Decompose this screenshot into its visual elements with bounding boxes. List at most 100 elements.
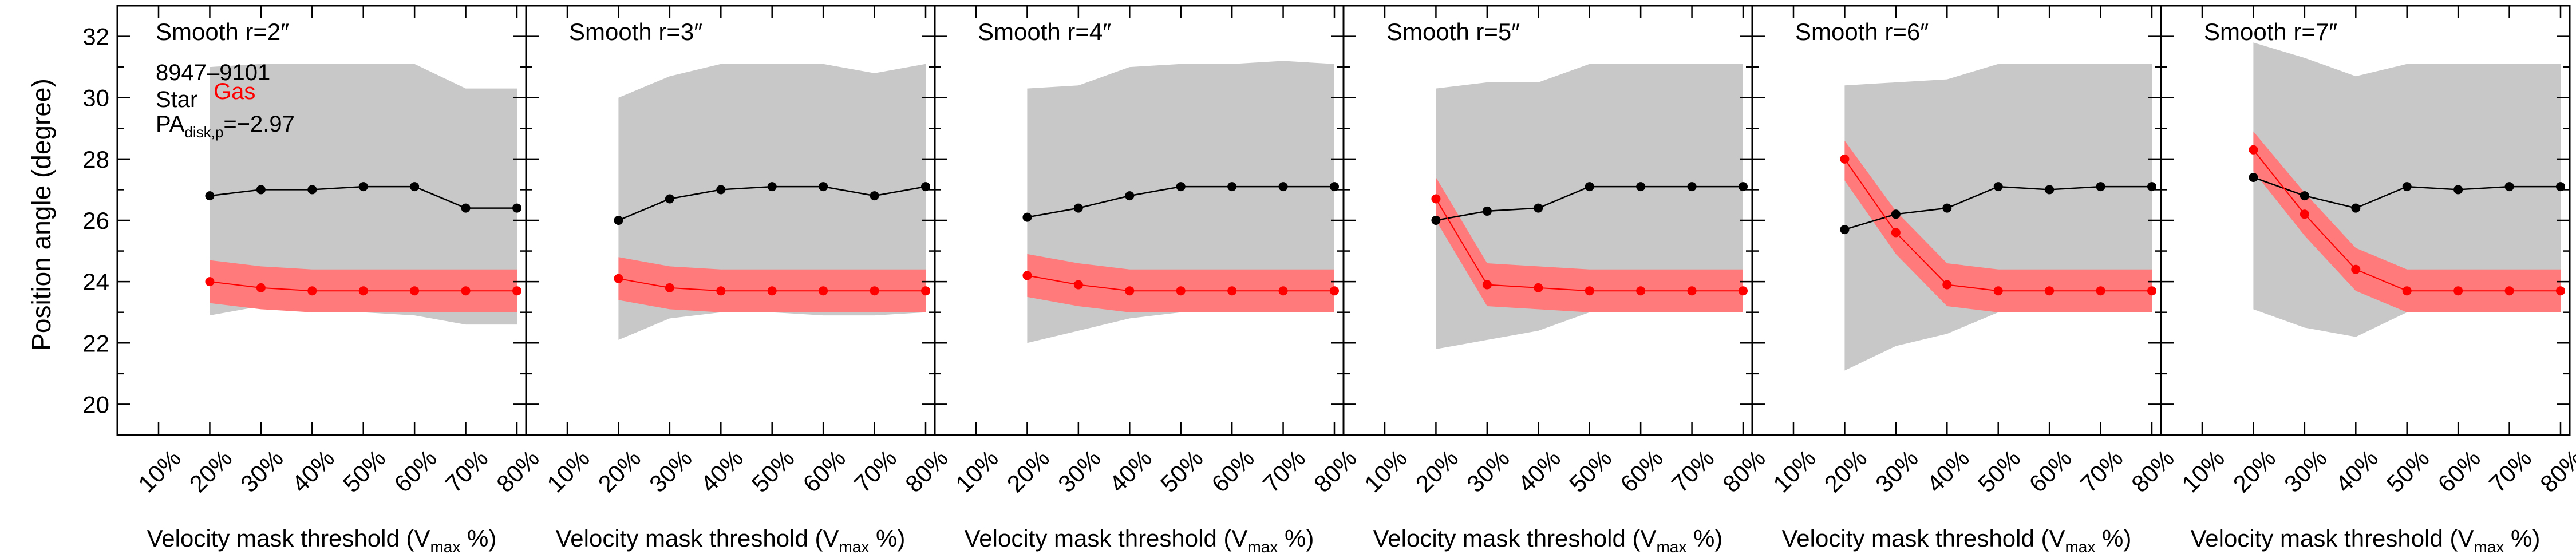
- star-point: [1073, 203, 1083, 213]
- x-tick-label: 30%: [1870, 445, 1923, 498]
- star-point: [870, 191, 879, 201]
- x-axis-label-subscript: max: [430, 538, 460, 556]
- gas-point: [461, 286, 471, 296]
- x-tick-label: 20%: [184, 445, 238, 498]
- galaxy-id: 8947–9101: [156, 60, 270, 85]
- x-axis-label-subscript: max: [2474, 538, 2504, 556]
- pa-main: PA: [156, 112, 185, 137]
- star-point: [256, 185, 266, 195]
- star-point: [1227, 182, 1237, 192]
- x-tick-label: 50%: [1564, 445, 1617, 498]
- star-point: [461, 203, 471, 213]
- gas-point: [1942, 280, 1952, 290]
- x-tick-label: 80%: [491, 445, 544, 498]
- star-point: [1176, 182, 1186, 192]
- x-tick-label: 80%: [2535, 445, 2576, 498]
- x-tick-label: 60%: [2024, 445, 2077, 498]
- gas-point: [2402, 286, 2412, 296]
- x-axis-label-subscript: max: [1656, 538, 1686, 556]
- star-point: [1585, 182, 1594, 192]
- x-tick-label: 50%: [1973, 445, 2026, 498]
- x-tick-label: 80%: [1309, 445, 1362, 498]
- panel-title: Smooth r=2″: [156, 18, 289, 45]
- x-tick-label: 20%: [2228, 445, 2281, 498]
- x-tick-label: 80%: [900, 445, 953, 498]
- x-axis-label-tail: %): [2095, 525, 2131, 552]
- gas-band-4: [1436, 177, 1743, 312]
- star-point: [1022, 212, 1032, 222]
- x-axis-label: Velocity mask threshold (Vmax %): [1373, 525, 1723, 556]
- x-tick-label: 60%: [2432, 445, 2486, 498]
- gas-point: [1176, 286, 1186, 296]
- gas-band-5: [1844, 140, 2152, 312]
- x-tick-label: 10%: [1359, 445, 1412, 498]
- gas-point: [1891, 228, 1901, 238]
- star-point: [1278, 182, 1288, 192]
- gas-point: [1073, 280, 1083, 290]
- gas-point: [307, 286, 317, 296]
- star-point: [1687, 182, 1697, 192]
- star-point: [2045, 185, 2055, 195]
- star-point: [2249, 173, 2258, 182]
- x-tick-label: 40%: [2330, 445, 2383, 498]
- x-tick-label: 80%: [2126, 445, 2179, 498]
- star-point: [665, 194, 674, 204]
- star-point: [410, 182, 420, 192]
- panel-title: Smooth r=3″: [569, 18, 702, 45]
- gas-point: [1022, 271, 1032, 280]
- x-axis-label-tail: %): [869, 525, 905, 552]
- x-tick-label: 60%: [1615, 445, 1668, 498]
- gas-point: [1993, 286, 2003, 296]
- x-tick-label: 30%: [2279, 445, 2332, 498]
- x-tick-label: 70%: [440, 445, 493, 498]
- x-axis-label-main: Velocity mask threshold (V: [2191, 525, 2474, 552]
- gas-point: [410, 286, 420, 296]
- x-tick-label: 60%: [1206, 445, 1259, 498]
- gas-point: [2147, 286, 2156, 296]
- star-point: [1482, 206, 1492, 216]
- gas-point: [2300, 209, 2309, 219]
- x-axis-label: Velocity mask threshold (Vmax %): [147, 525, 497, 556]
- x-axis-label-tail: %): [2504, 525, 2540, 552]
- gas-point: [256, 283, 266, 292]
- star-point: [819, 182, 828, 192]
- info-block: 8947–9101 Star Gas PAdisk,p=−2.97: [156, 60, 295, 141]
- star-point: [205, 191, 215, 201]
- gas-band-6: [2253, 131, 2561, 312]
- x-tick-label: 70%: [1666, 445, 1720, 498]
- x-axis-label-tail: %): [1278, 525, 1314, 552]
- x-tick-label: 40%: [286, 445, 339, 498]
- star-point: [307, 185, 317, 195]
- panels: 2022242628303210%20%30%40%50%60%70%80%Sm…: [82, 5, 2576, 556]
- star-point: [767, 182, 777, 192]
- gas-point: [2453, 286, 2463, 296]
- star-point: [1534, 203, 1543, 213]
- y-axis-label: Position angle (degree): [26, 78, 56, 351]
- x-tick-label: 10%: [2176, 445, 2230, 498]
- x-tick-label: 30%: [235, 445, 289, 498]
- gas-point: [1534, 283, 1543, 292]
- x-tick-label: 20%: [1002, 445, 1055, 498]
- x-tick-label: 40%: [1921, 445, 1974, 498]
- star-point: [2351, 203, 2361, 213]
- x-tick-label: 70%: [1258, 445, 1311, 498]
- gas-point: [2351, 264, 2361, 274]
- x-tick-label: 40%: [1104, 445, 1157, 498]
- star-point: [1993, 182, 2003, 192]
- panel-3: 10%20%30%40%50%60%70%80% Smooth r=4″ Veloc…: [934, 5, 1362, 556]
- gas-point: [1278, 286, 1288, 296]
- x-tick-label: 20%: [1411, 445, 1464, 498]
- x-tick-label: 30%: [644, 445, 697, 498]
- star-point: [2096, 182, 2105, 192]
- panel-title: Smooth r=5″: [1386, 18, 1520, 45]
- x-tick-label: 10%: [133, 445, 186, 498]
- x-tick-label: 50%: [1155, 445, 1208, 498]
- gas-point: [870, 286, 879, 296]
- gas-point: [819, 286, 828, 296]
- gas-point: [1431, 194, 1441, 204]
- star-point: [1431, 216, 1441, 225]
- x-tick-label: 50%: [338, 445, 391, 498]
- gas-point: [921, 286, 930, 296]
- gas-legend-label: Gas: [214, 79, 255, 104]
